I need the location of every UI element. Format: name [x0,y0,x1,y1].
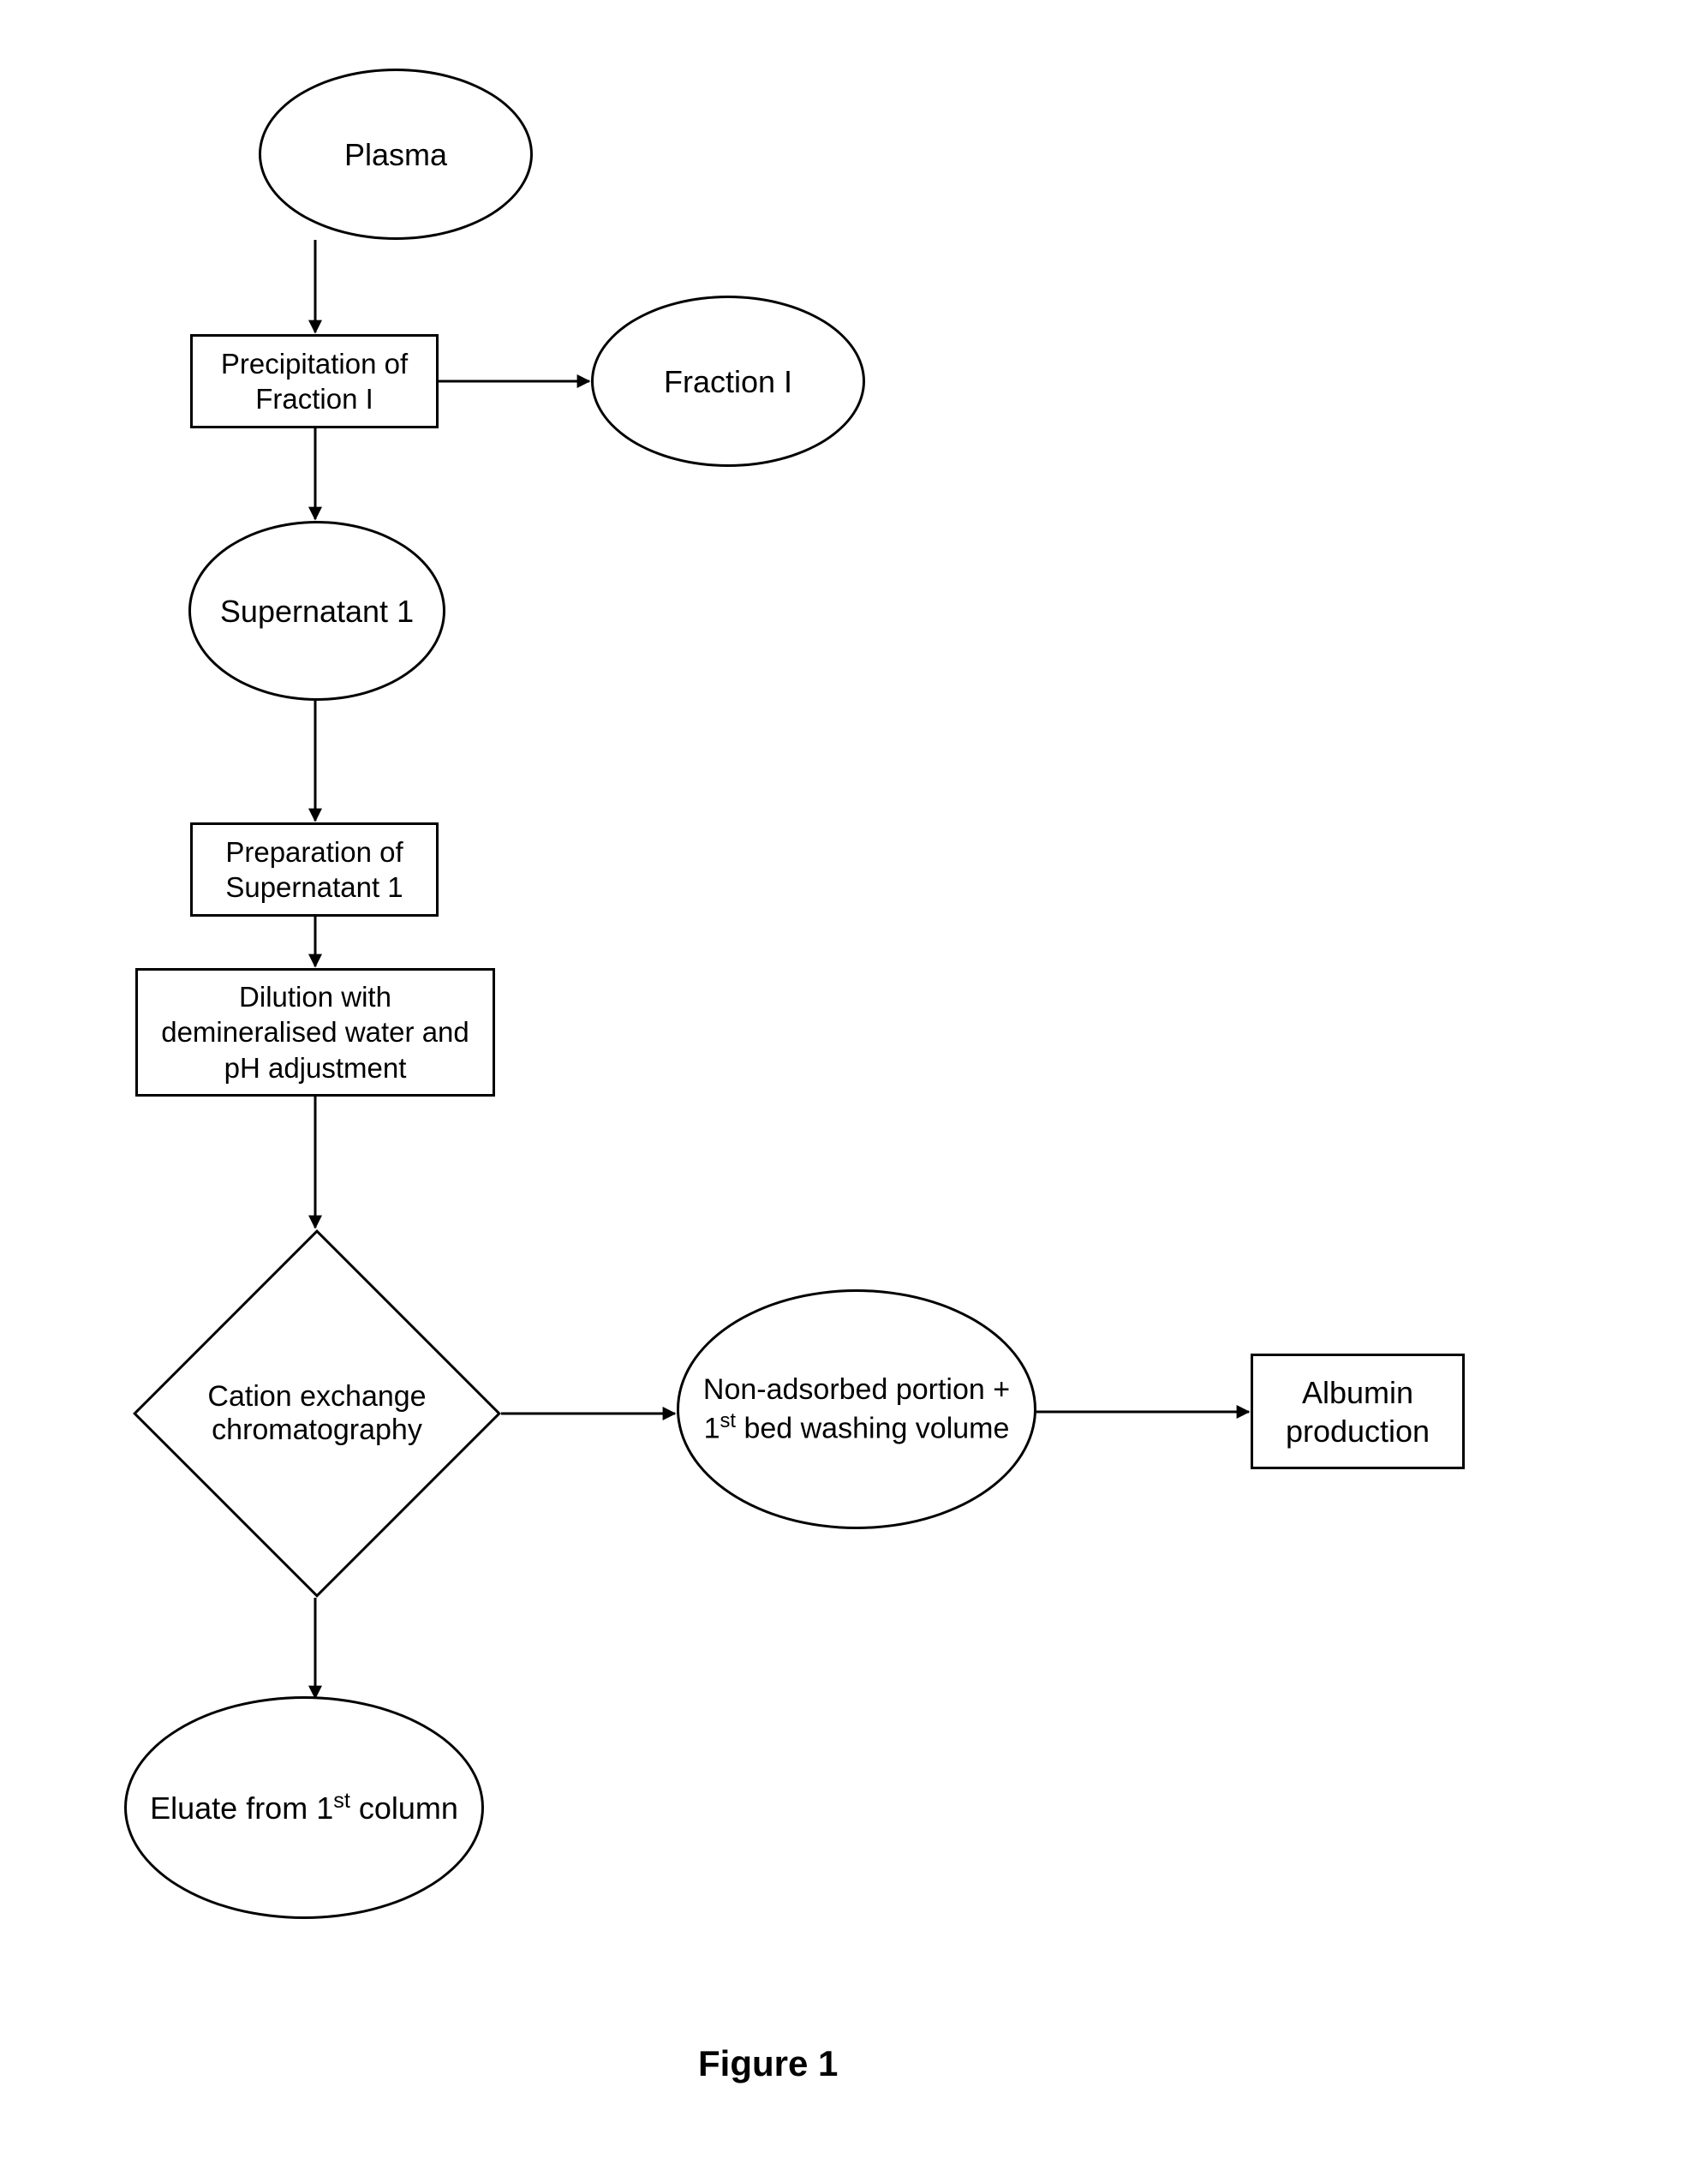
flowchart-node-prep: Preparation of Supernatant 1 [190,822,439,917]
flowchart-node-dilution: Dilution with demineralised water and pH… [135,968,495,1097]
node-label: Albumin production [1269,1373,1447,1450]
flowchart-node-cation: Cation exchange chromatography [133,1229,501,1598]
node-label: Plasma [344,135,447,174]
node-label: Fraction I [664,362,792,401]
flowchart-node-fraction1: Fraction I [591,296,865,467]
flowchart-canvas: Figure 1 Plasma Precipitation of Fraction… [0,0,1708,2176]
node-label: Cation exchange chromatography [133,1229,501,1598]
flowchart-node-plasma: Plasma [259,69,533,240]
flowchart-node-nonadsorbed: Non-adsorbed portion + 1st bed washing v… [677,1289,1036,1529]
flowchart-node-eluate: Eluate from 1st column [124,1696,484,1919]
node-label: Eluate from 1st column [150,1788,458,1827]
node-label: Precipitation of Fraction I [208,346,421,417]
flowchart-node-albumin: Albumin production [1251,1354,1465,1469]
node-label: Non-adsorbed portion + 1st bed washing v… [695,1372,1018,1446]
node-label: Preparation of Supernatant 1 [208,834,421,906]
node-label: Supernatant 1 [220,592,414,631]
flowchart-node-super1: Supernatant 1 [188,521,445,701]
node-label: Dilution with demineralised water and pH… [153,979,477,1085]
flowchart-node-precip: Precipitation of Fraction I [190,334,439,428]
figure-caption: Figure 1 [698,2043,838,2084]
